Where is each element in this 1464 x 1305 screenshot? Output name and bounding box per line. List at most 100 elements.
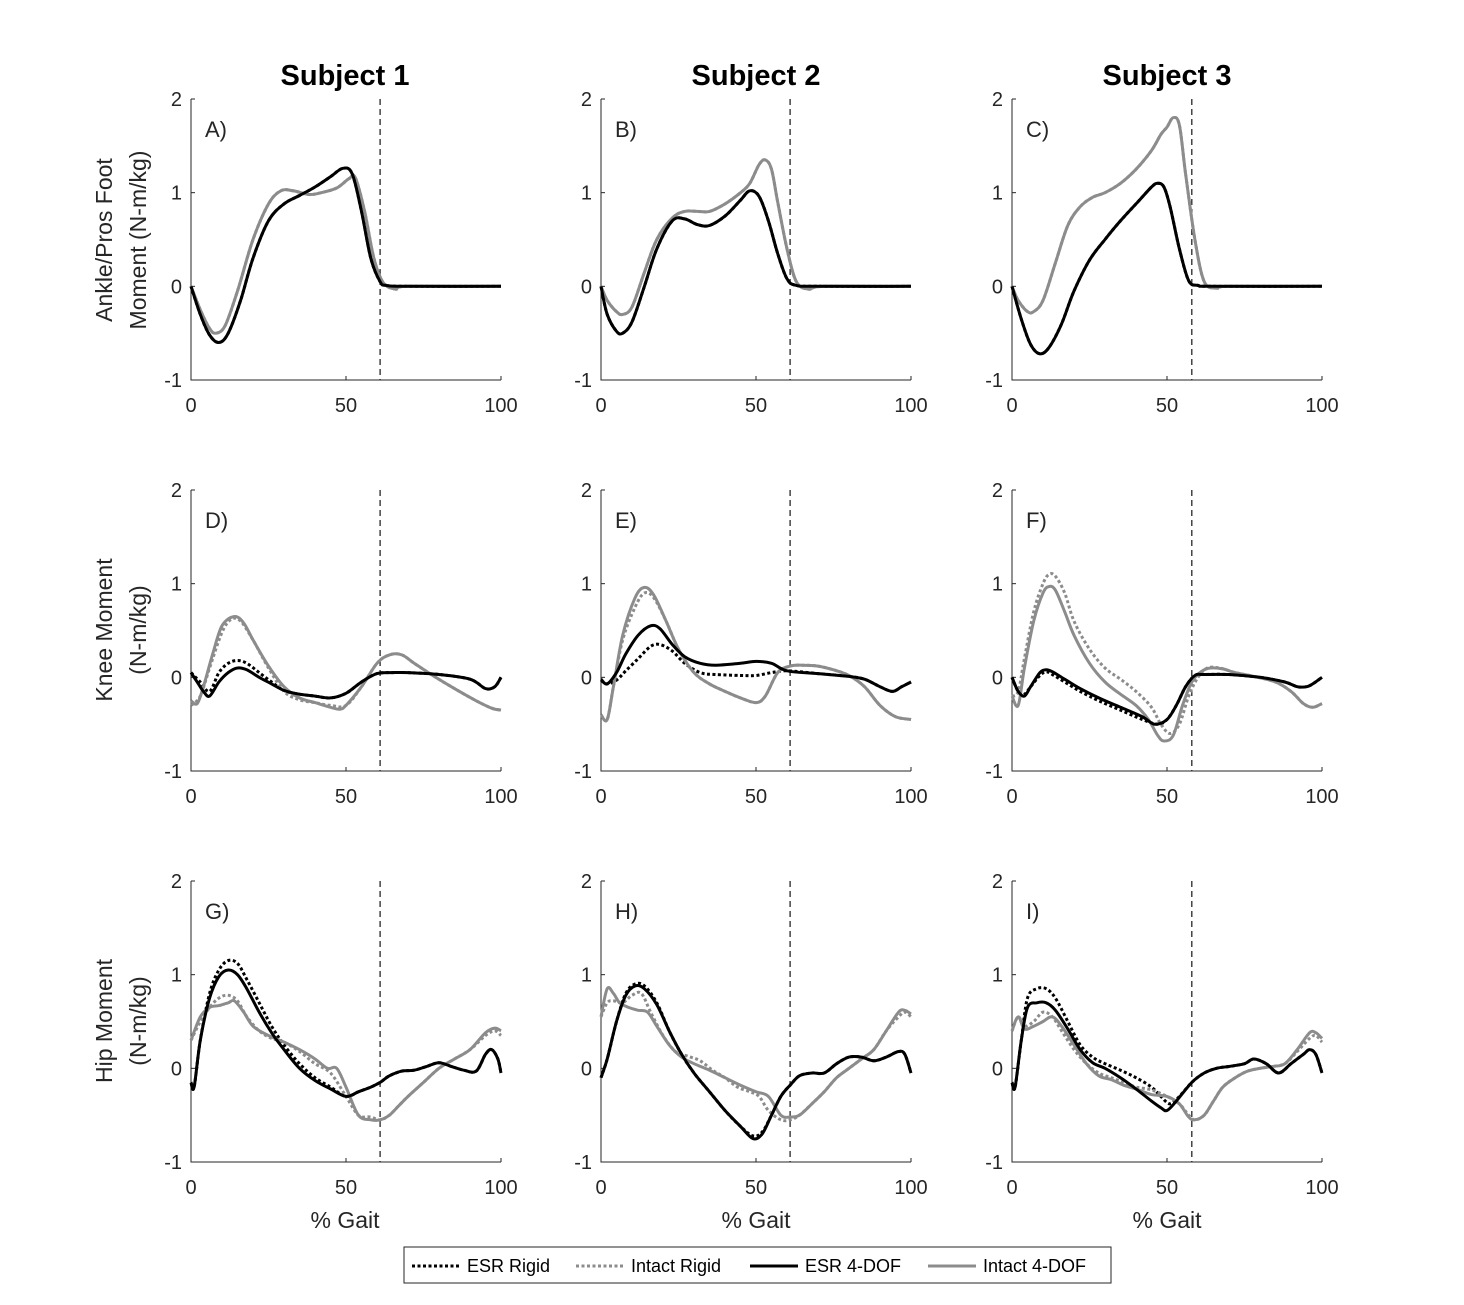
x-tick-label: 50	[1156, 395, 1178, 417]
ylabel-hip-line-2: (N-m/kg)	[125, 976, 151, 1065]
x-tick-label: 50	[1156, 786, 1178, 808]
y-tick-label: -1	[985, 370, 1003, 392]
series-line-intact-rigid	[189, 616, 502, 712]
x-tick-label: 0	[595, 786, 606, 808]
ylabel-knee-line-1: Knee Moment	[91, 558, 117, 702]
series-line-esr-4dof	[1010, 181, 1323, 356]
y-tick-label: 1	[581, 965, 592, 987]
x-tick-label: 50	[745, 1177, 767, 1199]
series-line-intact-rigid	[599, 158, 912, 317]
y-tick-label: -1	[574, 370, 592, 392]
panel-label: G)	[205, 899, 229, 924]
x-tick-label: 100	[1305, 786, 1338, 808]
legend-item-esr-4dof: ESR 4-DOF	[750, 1256, 901, 1276]
y-tick-label: 1	[581, 574, 592, 596]
series-line-esr-rigid	[189, 166, 502, 344]
panel-label: C)	[1026, 117, 1049, 142]
y-tick-label: -1	[164, 370, 182, 392]
xlabel-col-2: % Gait	[721, 1207, 791, 1233]
series-line-esr-4dof	[189, 166, 502, 344]
series-line-intact-4dof	[1010, 115, 1323, 315]
series-line-intact-rigid	[1010, 115, 1323, 315]
x-tick-label: 0	[185, 1177, 196, 1199]
xlabel-col-1: % Gait	[310, 1207, 380, 1233]
y-tick-label: 0	[171, 276, 182, 298]
series-line-esr-4dof	[189, 968, 503, 1098]
ylabel-ankle-line-2: Moment (N-m/kg)	[125, 151, 151, 330]
x-tick-label: 100	[894, 786, 927, 808]
y-tick-label: -1	[164, 761, 182, 783]
y-tick-label: 0	[992, 1058, 1003, 1080]
y-tick-label: 0	[581, 667, 592, 689]
legend: ESR Rigid Intact Rigid ESR 4-DOF Intact …	[403, 1246, 1112, 1284]
series-line-intact-4dof	[599, 985, 912, 1119]
y-tick-label: 2	[581, 871, 592, 893]
column-title-subject-1: Subject 1	[281, 60, 410, 92]
ylabel-knee-line-2: (N-m/kg)	[125, 585, 151, 674]
panel-label: A)	[205, 117, 227, 142]
legend-item-intact-4dof: Intact 4-DOF	[928, 1256, 1086, 1276]
series-line-esr-rigid	[600, 642, 912, 693]
y-tick-label: 2	[171, 480, 182, 502]
axes-frame	[600, 881, 911, 1163]
y-tick-label: 1	[992, 574, 1003, 596]
series-line-intact-4dof	[1010, 1015, 1324, 1122]
legend-label-intact-4dof: Intact 4-DOF	[983, 1256, 1086, 1276]
y-tick-label: 1	[992, 183, 1003, 205]
x-tick-label: 50	[745, 395, 767, 417]
x-tick-label: 100	[1305, 1177, 1338, 1199]
x-tick-label: 50	[335, 786, 357, 808]
series-line-intact-4dof	[599, 158, 912, 317]
ylabel-hip-line-1: Hip Moment	[91, 958, 117, 1083]
x-tick-label: 0	[1006, 786, 1017, 808]
panel-label: D)	[205, 508, 228, 533]
legend-item-esr-rigid: ESR Rigid	[412, 1256, 550, 1276]
y-tick-label: 0	[171, 667, 182, 689]
x-tick-label: 50	[1156, 1177, 1178, 1199]
axes-frame	[1011, 99, 1322, 381]
panel-label: I)	[1026, 899, 1039, 924]
legend-label-esr-4dof: ESR 4-DOF	[805, 1256, 901, 1276]
x-axis-labels: % Gait % Gait % Gait	[310, 1207, 1202, 1233]
x-tick-label: 50	[335, 1177, 357, 1199]
y-tick-label: -1	[985, 1152, 1003, 1174]
row-y-labels: Ankle/Pros Foot Moment (N-m/kg) Knee Mom…	[91, 151, 151, 1083]
y-tick-label: 2	[171, 89, 182, 111]
x-tick-label: 100	[894, 1177, 927, 1199]
series-line-esr-4dof	[599, 623, 912, 693]
axes-frame	[190, 881, 501, 1163]
x-tick-label: 50	[335, 395, 357, 417]
column-titles: Subject 1 Subject 2 Subject 3	[281, 60, 1232, 92]
y-tick-label: 0	[171, 1058, 182, 1080]
panel-label: E)	[615, 508, 637, 533]
column-title-subject-3: Subject 3	[1103, 60, 1232, 92]
series-line-esr-4dof	[599, 189, 912, 336]
x-tick-label: 0	[595, 395, 606, 417]
series-line-esr-rigid	[1010, 986, 1324, 1106]
series-line-esr-4dof	[189, 666, 503, 700]
axes-frame	[190, 99, 501, 381]
x-tick-label: 100	[1305, 395, 1338, 417]
y-tick-label: 0	[581, 276, 592, 298]
panel-label: H)	[615, 899, 638, 924]
y-tick-label: 2	[992, 480, 1003, 502]
series-line-intact-4dof	[190, 614, 502, 712]
y-tick-label: 0	[992, 276, 1003, 298]
y-tick-label: 1	[171, 574, 182, 596]
series-line-esr-4dof	[1010, 668, 1323, 726]
x-tick-label: 100	[484, 1177, 517, 1199]
y-tick-label: 1	[992, 965, 1003, 987]
ylabel-ankle-line-1: Ankle/Pros Foot	[91, 158, 117, 322]
axes-frame	[190, 490, 501, 772]
y-tick-label: -1	[574, 1152, 592, 1174]
y-tick-label: 2	[171, 871, 182, 893]
axes-frame	[600, 490, 911, 772]
axes-frame	[1011, 490, 1322, 772]
